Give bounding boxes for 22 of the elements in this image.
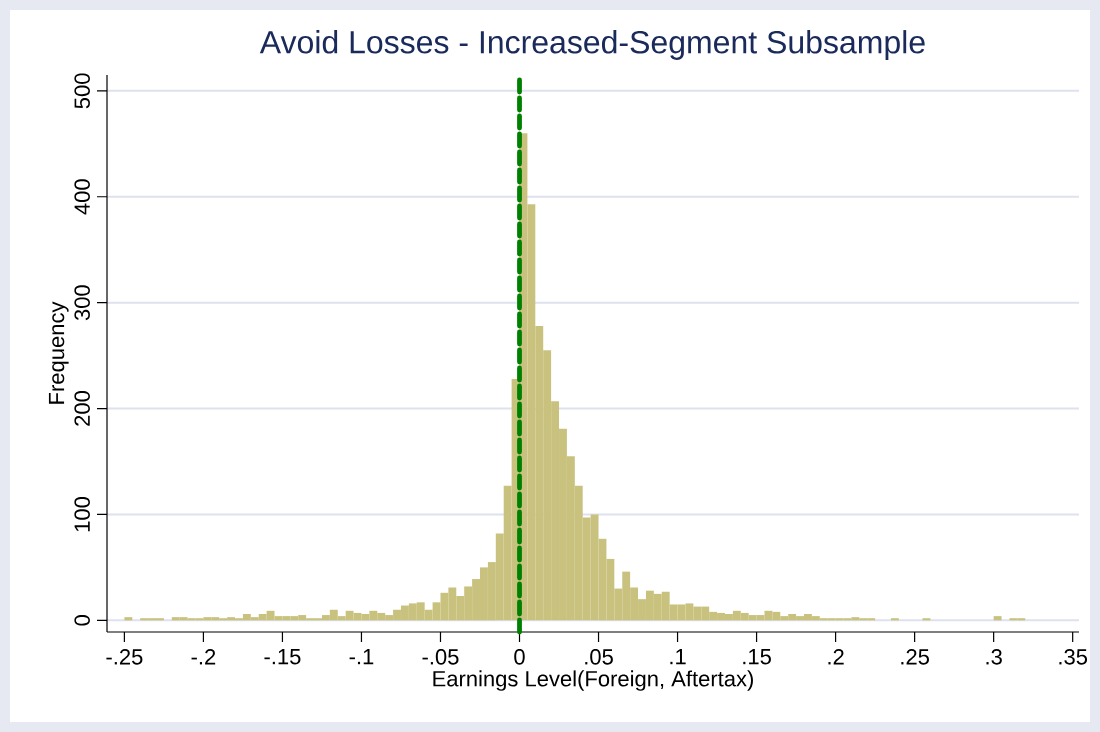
x-tick-label: -.1 <box>349 649 374 665</box>
x-axis-title: Earnings Level(Foreign, Aftertax) <box>433 670 753 691</box>
x-tick-label: .3 <box>986 649 1002 665</box>
x-tick-label: -.2 <box>191 649 216 665</box>
x-tick-label: -.15 <box>264 649 301 665</box>
x-tick-label: .25 <box>901 649 929 665</box>
x-tick-label: 0 <box>514 649 525 665</box>
x-tick-label: .15 <box>743 649 771 665</box>
y-tick-label: 500 <box>74 73 90 109</box>
y-tick-label: 200 <box>74 391 90 426</box>
y-tick-label: 300 <box>74 285 90 321</box>
y-axis-title: Frequency <box>48 301 69 404</box>
x-tick-label: .2 <box>828 649 844 665</box>
y-tick-label: 100 <box>74 496 90 532</box>
x-tick-label: -.25 <box>106 649 143 665</box>
x-tick-label: .35 <box>1059 649 1088 665</box>
x-tick-label: -.05 <box>422 649 459 665</box>
x-tick-label: .05 <box>585 649 613 665</box>
chart-title: Avoid Losses - Increased-Segment Subsample <box>259 30 925 60</box>
x-tick-label: .1 <box>670 649 686 665</box>
y-tick-label: 400 <box>74 179 90 215</box>
y-tick-label: 0 <box>74 615 90 626</box>
